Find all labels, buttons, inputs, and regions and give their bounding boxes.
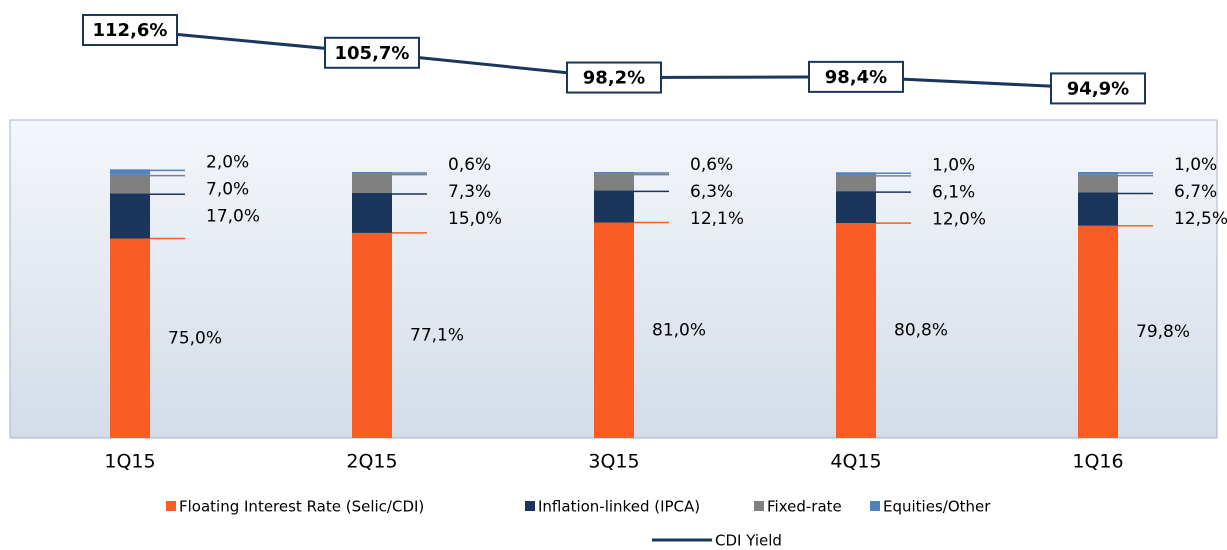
label-box xyxy=(324,36,420,69)
data-label: 6,3% xyxy=(690,182,733,202)
bar-segment xyxy=(836,172,876,175)
data-label: 6,1% xyxy=(932,182,975,202)
label-box xyxy=(566,61,662,94)
data-label: 75,0% xyxy=(168,328,222,348)
data-label: 12,5% xyxy=(1174,209,1227,229)
data-label: 112,6% xyxy=(93,20,168,41)
data-label: 15,0% xyxy=(448,209,502,229)
data-label: 7,3% xyxy=(448,182,491,202)
data-label: 0,6% xyxy=(448,155,491,175)
bar-segment xyxy=(836,174,876,192)
bar-segment xyxy=(352,193,392,233)
legend-label: Inflation-linked (IPCA) xyxy=(538,498,700,516)
bar-segment xyxy=(836,223,876,438)
label-box xyxy=(808,60,904,93)
bar-segment xyxy=(110,238,150,438)
bar-segment xyxy=(1078,225,1118,438)
data-label: 12,1% xyxy=(690,209,744,229)
bar-segment xyxy=(352,232,392,438)
legend-swatch xyxy=(870,501,880,511)
bar-segment xyxy=(1078,172,1118,175)
bar-segment xyxy=(836,191,876,224)
bar-segment xyxy=(594,172,634,174)
x-tick-label: 3Q15 xyxy=(588,451,639,473)
data-label: 77,1% xyxy=(410,325,464,345)
data-label: 12,0% xyxy=(932,209,986,229)
label-box xyxy=(1050,72,1146,105)
x-tick-label: 2Q15 xyxy=(346,451,397,473)
legend-label: Equities/Other xyxy=(883,498,991,516)
bar-segment xyxy=(352,172,392,174)
data-label: 2,0% xyxy=(206,152,249,172)
legend-label: Floating Interest Rate (Selic/CDI) xyxy=(179,498,424,516)
legend-swatch xyxy=(166,501,176,511)
legend-label: Fixed-rate xyxy=(767,498,842,516)
data-label: 6,7% xyxy=(1174,182,1217,202)
data-label: 1,0% xyxy=(932,155,975,175)
data-label: 0,6% xyxy=(690,155,733,175)
bar-segment xyxy=(1078,192,1118,226)
data-label: 105,7% xyxy=(335,43,410,64)
data-label: 98,2% xyxy=(583,68,645,89)
legend-swatch xyxy=(754,501,764,511)
bar-segment xyxy=(594,190,634,223)
bar-segment xyxy=(110,169,150,175)
label-box xyxy=(82,14,178,47)
bar-segment xyxy=(110,174,150,194)
data-label: 94,9% xyxy=(1067,78,1129,99)
x-tick-label: 1Q16 xyxy=(1072,451,1123,473)
data-label: 17,0% xyxy=(206,206,260,226)
data-label: 79,8% xyxy=(1136,322,1190,342)
data-label: 98,4% xyxy=(825,67,887,88)
legend-label: CDI Yield xyxy=(715,532,782,550)
bar-segment xyxy=(352,173,392,194)
bar-segment xyxy=(594,222,634,438)
legend-swatch xyxy=(525,501,535,511)
data-label: 81,0% xyxy=(652,320,706,340)
bar-segment xyxy=(594,173,634,191)
data-label: 1,0% xyxy=(1174,155,1217,175)
bar-segment xyxy=(1078,174,1118,193)
x-tick-label: 1Q15 xyxy=(104,451,155,473)
bar-segment xyxy=(110,193,150,239)
data-label: 80,8% xyxy=(894,321,948,341)
x-tick-label: 4Q15 xyxy=(830,451,881,473)
data-label: 7,0% xyxy=(206,179,249,199)
